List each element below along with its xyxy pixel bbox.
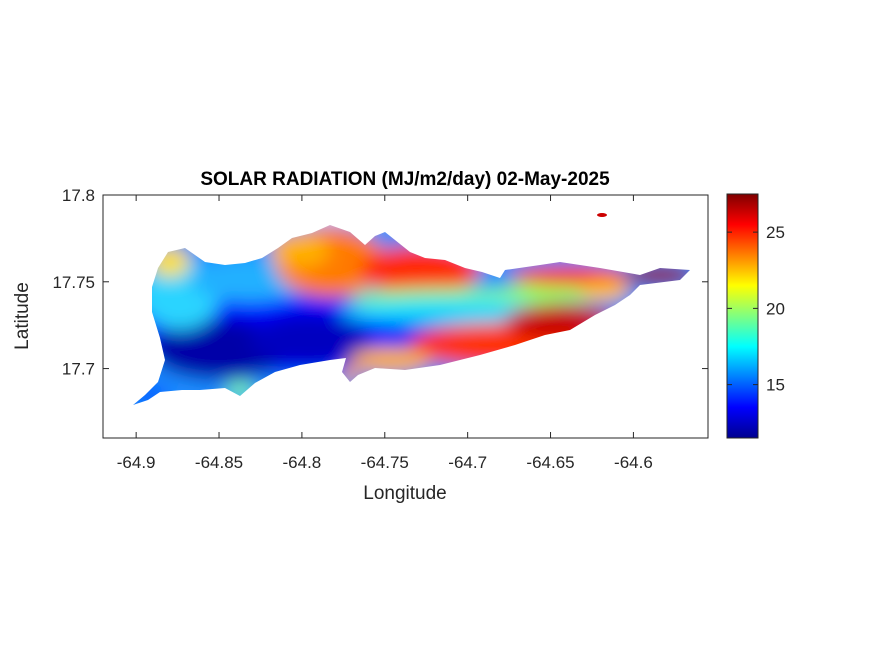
x-tick-label: -64.9 (117, 453, 156, 472)
colorbar-ticks: 15 20 25 (727, 223, 785, 395)
y-tick-label: 17.7 (62, 360, 95, 379)
x-tick-label: -64.85 (195, 453, 243, 472)
x-tick-label: -64.65 (526, 453, 574, 472)
colorbar-tick-label: 25 (766, 223, 785, 242)
x-tick-label: -64.6 (614, 453, 653, 472)
x-axis-label: Longitude (363, 483, 446, 504)
small-islet (597, 213, 607, 217)
colorbar-tick-label: 20 (766, 299, 785, 318)
colorbar (726, 193, 759, 439)
y-tick-label: 17.75 (52, 273, 95, 292)
y-tick-label: 17.8 (62, 186, 95, 205)
y-axis-ticks: 17.7 17.75 17.8 (52, 186, 708, 379)
chart-title: SOLAR RADIATION (MJ/m2/day) 02-May-2025 (200, 169, 610, 190)
x-tick-label: -64.8 (283, 453, 322, 472)
colorbar-tick-label: 15 (766, 376, 785, 395)
x-tick-label: -64.7 (448, 453, 487, 472)
x-tick-label: -64.75 (361, 453, 409, 472)
x-axis-ticks: -64.9 -64.85 -64.8 -64.75 -64.7 -64.65 -64.6 (117, 195, 653, 472)
y-axis-label: Latitude (12, 282, 33, 350)
